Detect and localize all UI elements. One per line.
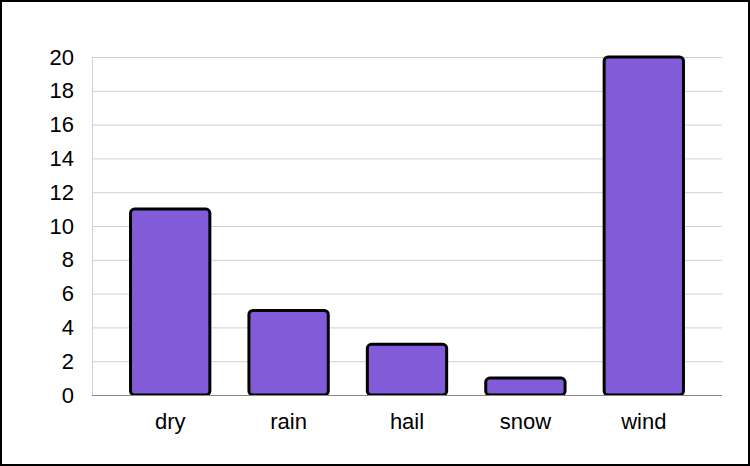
x-tick-label: hail <box>390 409 424 434</box>
x-tick-label: dry <box>155 409 186 434</box>
x-tick-label: snow <box>500 409 551 434</box>
y-tick-label: 4 <box>62 315 74 340</box>
y-tick-label: 14 <box>50 146 74 171</box>
y-axis: 0 2 4 6 8 10 12 14 16 18 20 <box>50 45 722 408</box>
grid-line <box>92 395 722 396</box>
y-tick-label: 16 <box>50 112 74 137</box>
y-tick-label: 8 <box>62 247 74 272</box>
bar <box>131 209 210 395</box>
x-axis: dry rain hail snow wind <box>155 395 667 434</box>
x-tick-label: wind <box>620 409 666 434</box>
x-tick: hail <box>390 395 424 434</box>
y-tick-label: 20 <box>50 45 74 70</box>
frame <box>1 1 749 465</box>
y-tick-label: 18 <box>50 78 74 103</box>
bar <box>249 311 328 396</box>
chart: 0 2 4 6 8 10 12 14 16 18 20 dry rain hail snow wind <box>0 0 750 466</box>
bar <box>604 57 683 395</box>
x-tick: wind <box>620 395 666 434</box>
y-tick-label: 0 <box>62 383 74 408</box>
y-tick-label: 2 <box>62 349 74 374</box>
y-tick-label: 10 <box>50 214 74 239</box>
x-tick-label: rain <box>270 409 307 434</box>
bars <box>131 57 684 395</box>
x-tick: snow <box>500 395 551 434</box>
bar <box>367 344 446 395</box>
y-tick-label: 6 <box>62 281 74 306</box>
x-tick: rain <box>270 395 307 434</box>
bar <box>486 378 565 395</box>
y-tick-label: 12 <box>50 180 74 205</box>
x-tick: dry <box>155 395 186 434</box>
